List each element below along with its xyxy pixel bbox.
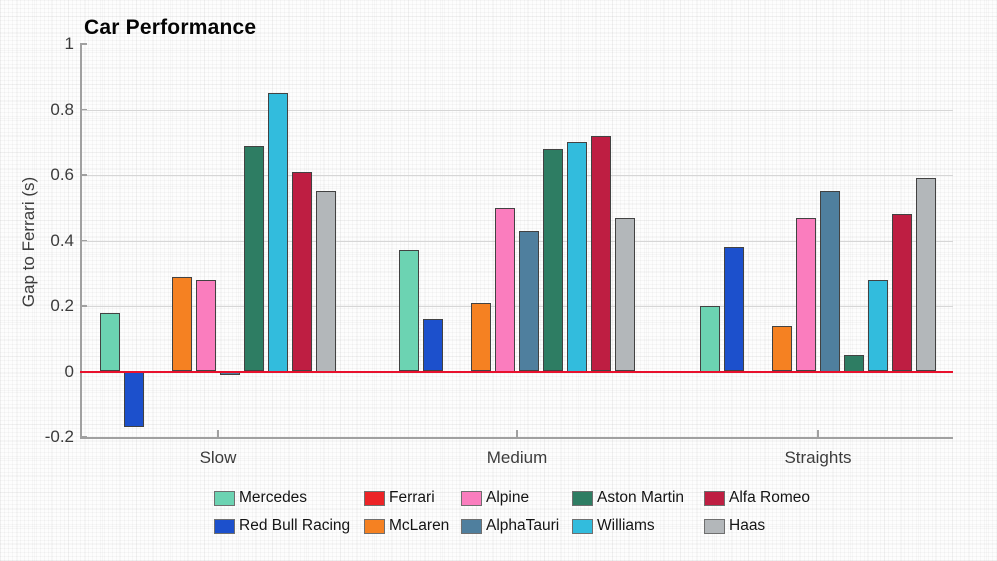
x-tick-label-slow: Slow — [199, 448, 237, 467]
x-tick-mark-medium — [516, 430, 518, 437]
y-tick-label-0: 0 — [64, 361, 74, 381]
bar-mclaren-medium[interactable] — [471, 302, 491, 372]
legend-swatch-haas — [704, 518, 725, 534]
bar-red-bull-racing-straights[interactable] — [724, 247, 744, 372]
y-tick-label--0.2: -0.2 — [44, 427, 74, 446]
bar-alphatauri-medium[interactable] — [519, 230, 539, 372]
legend: Mercedes Ferrari Alpine Aston Martin Alfa Ro… — [214, 489, 834, 535]
y-tick-mark--0.2 — [80, 436, 87, 438]
bar-alfa-romeo-slow[interactable] — [292, 171, 312, 372]
bar-mclaren-slow[interactable] — [172, 276, 192, 372]
legend-swatch-williams — [572, 518, 593, 534]
legend-label-red-bull-racing: Red Bull Racing — [239, 517, 351, 534]
legend-item-mclaren[interactable]: McLaren — [364, 517, 461, 535]
bar-mercedes-straights[interactable] — [700, 306, 720, 372]
legend-swatch-red-bull-racing — [214, 518, 235, 534]
bar-williams-slow[interactable] — [268, 93, 288, 372]
legend-swatch-alphatauri — [461, 518, 482, 534]
y-tick-label-0.2: 0.2 — [50, 296, 74, 315]
plot-area — [80, 44, 953, 437]
chart-title: Car Performance — [84, 16, 257, 39]
legend-item-red-bull-racing[interactable]: Red Bull Racing — [214, 517, 364, 535]
bar-alpine-slow[interactable] — [196, 279, 216, 372]
zero-baseline — [80, 370, 953, 373]
bar-mercedes-slow[interactable] — [100, 312, 120, 372]
x-tick-label-medium: Medium — [486, 448, 548, 467]
bar-alpine-straights[interactable] — [796, 217, 816, 372]
legend-item-williams[interactable]: Williams — [572, 517, 704, 535]
bar-aston-martin-slow[interactable] — [244, 145, 264, 372]
bar-haas-straights[interactable] — [916, 178, 936, 372]
legend-item-ferrari[interactable]: Ferrari — [364, 489, 461, 507]
legend-label-aston-martin: Aston Martin — [597, 489, 685, 506]
legend-item-mercedes[interactable]: Mercedes — [214, 489, 364, 507]
bar-haas-medium[interactable] — [615, 217, 635, 372]
legend-label-mercedes: Mercedes — [239, 489, 308, 506]
y-tick-mark-0.6 — [80, 174, 87, 176]
legend-swatch-alpine — [461, 490, 482, 506]
bar-alfa-romeo-medium[interactable] — [591, 135, 611, 372]
y-tick-label-0.8: 0.8 — [50, 99, 74, 119]
x-tick-label-straights: Straights — [784, 448, 852, 467]
legend-label-alpine: Alpine — [486, 489, 530, 506]
x-tick-mark-straights — [817, 430, 819, 437]
legend-swatch-alfa-romeo — [704, 490, 725, 506]
legend-label-ferrari: Ferrari — [389, 489, 435, 506]
y-tick-mark-0.4 — [80, 239, 87, 242]
bar-williams-medium[interactable] — [567, 142, 587, 372]
y-tick-label-1: 1 — [64, 34, 74, 53]
bar-alfa-romeo-straights[interactable] — [892, 214, 912, 372]
y-tick-mark-1 — [80, 43, 87, 45]
gridline-y-0.4 — [80, 240, 953, 242]
legend-label-williams: Williams — [597, 517, 655, 534]
legend-item-haas[interactable]: Haas — [704, 517, 834, 535]
y-tick-label-0.6: 0.6 — [50, 165, 74, 184]
bar-red-bull-racing-medium[interactable] — [423, 319, 443, 372]
x-axis-spine — [80, 437, 953, 439]
bar-aston-martin-medium[interactable] — [543, 148, 563, 372]
y-tick-mark-0.2 — [80, 305, 87, 307]
legend-swatch-mercedes — [214, 490, 235, 506]
y-tick-mark-0.8 — [80, 108, 87, 111]
legend-item-alpine[interactable]: Alpine — [461, 489, 572, 507]
bar-aston-martin-straights[interactable] — [844, 355, 864, 372]
bar-alphatauri-straights[interactable] — [820, 191, 840, 372]
legend-swatch-ferrari — [364, 490, 385, 506]
bar-mercedes-medium[interactable] — [399, 250, 419, 372]
gridline-y-0.6 — [80, 175, 953, 176]
legend-item-alphatauri[interactable]: AlphaTauri — [461, 517, 572, 535]
bar-haas-slow[interactable] — [316, 191, 336, 372]
bar-red-bull-racing-slow[interactable] — [124, 371, 144, 428]
legend-item-aston-martin[interactable]: Aston Martin — [572, 489, 704, 507]
bar-mclaren-straights[interactable] — [772, 325, 792, 372]
gridline-y-0.8 — [80, 109, 953, 111]
x-tick-mark-slow — [217, 430, 219, 437]
legend-swatch-mclaren — [364, 518, 385, 534]
bar-williams-straights[interactable] — [868, 279, 888, 372]
bar-alpine-medium[interactable] — [495, 207, 515, 372]
legend-label-alphatauri: AlphaTauri — [486, 517, 560, 534]
y-tick-label-0.4: 0.4 — [50, 230, 74, 250]
legend-swatch-aston-martin — [572, 490, 593, 506]
legend-item-alfa-romeo[interactable]: Alfa Romeo — [704, 489, 834, 507]
gridline-y-0.2 — [80, 306, 953, 307]
legend-label-haas: Haas — [729, 517, 766, 534]
legend-label-alfa-romeo: Alfa Romeo — [729, 489, 810, 506]
legend-label-mclaren: McLaren — [389, 517, 450, 534]
